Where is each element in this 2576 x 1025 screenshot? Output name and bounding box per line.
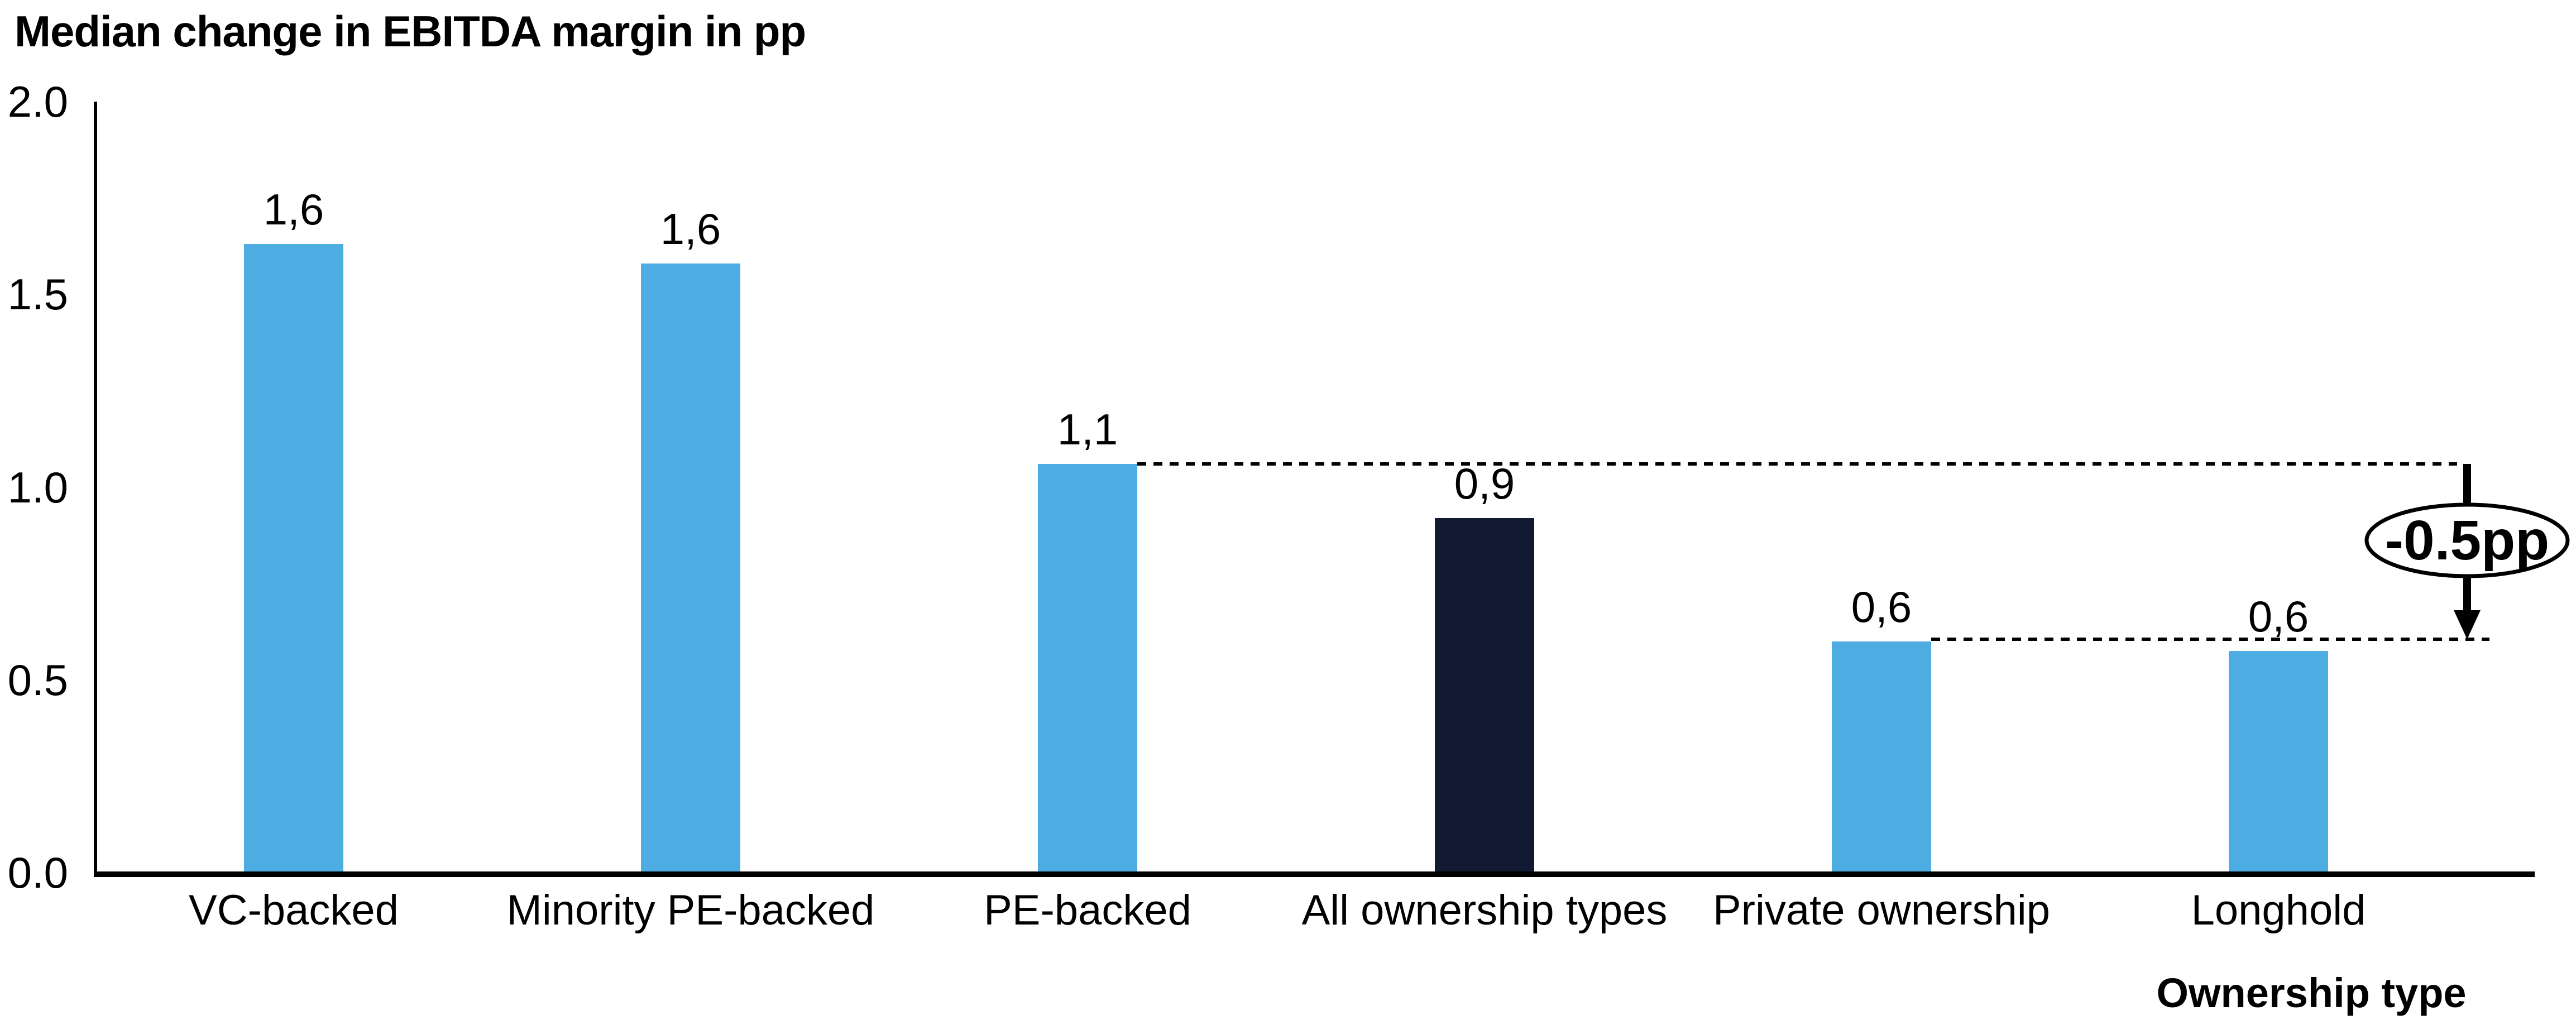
x-category-label: Private ownership [1712,887,2051,934]
bar-5 [2229,650,2328,873]
bar-value-label: 1,1 [1057,405,1118,454]
x-axis-line [94,871,2535,877]
x-axis-title: Ownership type [2156,970,2467,1016]
x-category-label: VC-backed [189,887,399,934]
bar-4 [1832,641,1931,873]
x-category-label: Longhold [2191,887,2366,934]
bar-2 [1038,464,1137,873]
y-tick-label: 1.0 [7,462,68,512]
x-category-label: All ownership types [1301,887,1668,934]
y-axis-line [94,102,97,873]
annotation-bubble [2364,502,2570,578]
x-category-label: Minority PE-backed [506,887,875,934]
y-tick-label: 0.0 [7,848,68,897]
y-tick-label: 0.5 [7,655,68,705]
down-arrowhead-icon [2454,610,2481,639]
bar-value-label: 1,6 [263,185,324,234]
bar-3 [1435,518,1534,873]
bar-0 [244,244,343,873]
bar-value-label: 0,9 [1454,458,1515,508]
y-tick-label: 1.5 [7,270,68,319]
x-category-label: PE-backed [984,887,1191,934]
bar-value-label: 0,6 [1851,582,1912,631]
y-tick-label: 2.0 [7,77,68,126]
annotation-text: -0.5pp [2385,509,2549,572]
bar-value-label: 0,6 [2248,591,2309,641]
chart-title: Median change in EBITDA margin in pp [15,7,806,56]
bar-value-label: 1,6 [660,204,721,253]
bar-1 [641,264,740,873]
